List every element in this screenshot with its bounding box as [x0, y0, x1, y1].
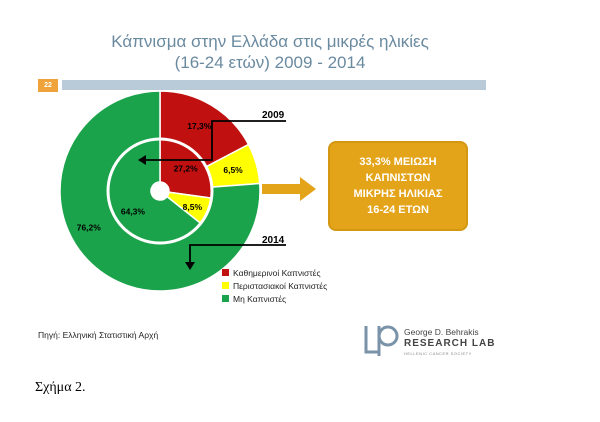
pointer-2009: [140, 120, 286, 161]
chart-title-line1: Κάπνισμα στην Ελλάδα στις μικρές ηλικίες: [111, 32, 429, 51]
header-divider: [62, 80, 486, 90]
legend-entry: Καθημερινοί Καπνιστές: [222, 266, 327, 279]
label-2014-0: 17,3%: [187, 121, 212, 131]
label-2009-2: 64,3%: [121, 207, 146, 217]
chart-title-line2: (16-24 ετών) 2009 - 2014: [174, 53, 366, 72]
annotation-2014: 2014: [262, 235, 285, 246]
legend-entry: Περιστασιακοί Καπνιστές: [222, 279, 327, 292]
reduction-arrow-icon: [262, 177, 316, 201]
reduction-callout: 33,3% ΜΕΙΩΣΗ ΚΑΠΝΙΣΤΩΝ ΜΙΚΡΗΣ ΗΛΙΚΙΑΣ 16…: [328, 141, 468, 231]
figure-caption: Σχήμα 2.: [35, 380, 86, 395]
legend-swatch-occasional: [222, 282, 229, 289]
pointer-2014-arrowhead: [185, 262, 195, 270]
annotation-2009: 2009: [262, 110, 285, 121]
source-note: Πηγή: Ελληνική Στατιστική Αρχή: [38, 330, 159, 340]
callout-line: ΚΑΠΝΙΣΤΩΝ: [365, 172, 431, 184]
logo-lab: RESEARCH LAB: [404, 338, 496, 349]
callout-line: ΜΙΚΡΗΣ ΗΛΙΚΙΑΣ: [353, 188, 443, 200]
legend-swatch-non: [222, 295, 229, 302]
lab-logo-icon: [364, 325, 399, 356]
pointer-2014: [189, 244, 286, 268]
legend-swatch-daily: [222, 269, 229, 276]
chart-legend: Καθημερινοί Καπνιστές Περιστασιακοί Καπν…: [222, 266, 327, 305]
label-2014-2: 76,2%: [77, 222, 102, 232]
logo-society: HELLENIC CANCER SOCIETY: [404, 351, 472, 356]
pointer-2009-arrowhead: [138, 155, 146, 165]
slide-number: 22: [38, 79, 58, 92]
callout-line: 16-24 ΕΤΩΝ: [367, 204, 429, 216]
donut-hole: [151, 182, 169, 200]
legend-entry: Μη Καπνιστές: [222, 292, 327, 305]
legend-label: Καθημερινοί Καπνιστές: [233, 267, 321, 278]
ring-separator: [106, 137, 214, 245]
legend-label: Περιστασιακοί Καπνιστές: [233, 280, 328, 291]
legend-label: Μη Καπνιστές: [233, 293, 287, 304]
label-2014-1: 6,5%: [223, 165, 243, 175]
label-2009-1: 8,5%: [183, 202, 203, 212]
logo-name: George D. Behrakis: [404, 327, 479, 337]
label-2009-0: 27,2%: [174, 164, 199, 174]
callout-line: 33,3% ΜΕΙΩΣΗ: [359, 156, 437, 168]
research-lab-logo: George D. Behrakis RESEARCH LAB HELLENIC…: [362, 322, 522, 356]
